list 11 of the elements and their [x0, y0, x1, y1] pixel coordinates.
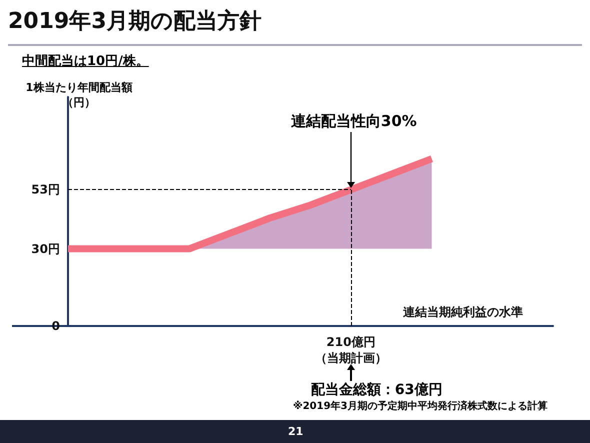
- x-tick-label: 210億円（当期計画）: [314, 335, 387, 365]
- text: 21: [288, 425, 304, 438]
- text: ※2019年3月期の予定期中平均発行済株式数による計算: [293, 399, 548, 413]
- y-tick-label: 53円: [31, 182, 60, 197]
- y-axis-title: 1株当たり年間配当額（円）: [24, 80, 134, 110]
- annotation: 連結配当性向30%: [290, 112, 417, 131]
- x-axis-title: 連結当期純利益の水準: [402, 305, 523, 319]
- y-tick-label: 30円: [31, 242, 60, 256]
- chart-subtitle: 中間配当は10円/株。: [22, 53, 149, 70]
- chart-title: 2019年3月期の配当方針: [8, 8, 262, 36]
- text: 配当金総額：63億円: [310, 381, 442, 399]
